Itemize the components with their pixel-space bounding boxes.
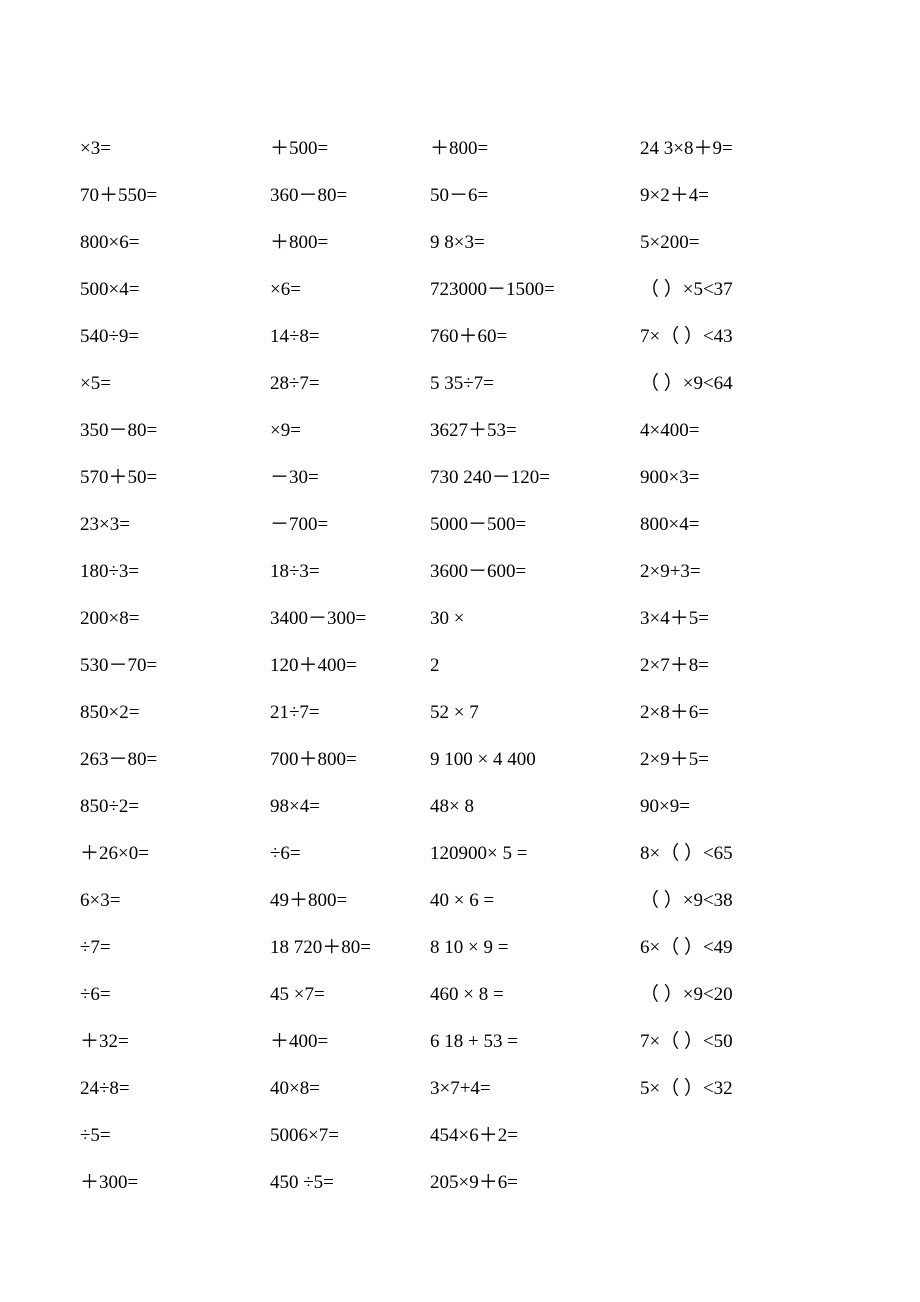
math-worksheet: ×3= 70＋550= 800×6= 500×4= 540÷9= ×5= 350… <box>80 125 840 1222</box>
cell: 450 ÷5= <box>270 1159 430 1206</box>
cell: 205×9＋6= <box>430 1159 630 1206</box>
cell: 530－70= <box>80 642 260 689</box>
cell: 49＋800= <box>270 877 430 924</box>
cell: ×3= <box>80 125 260 172</box>
cell: ÷7= <box>80 924 260 971</box>
cell: －700= <box>270 501 430 548</box>
cell: 40 × 6 = <box>430 877 630 924</box>
cell: 850÷2= <box>80 783 260 830</box>
cell: 18÷3= <box>270 548 430 595</box>
cell: 90×9= <box>640 783 830 830</box>
cell: 570＋50= <box>80 454 260 501</box>
column-3: ＋800= 50－6= 9 8×3= 723000－1500= 760＋60= … <box>430 125 630 1222</box>
cell: 350－80= <box>80 407 260 454</box>
cell: （ ）×9<38 <box>640 877 830 924</box>
cell <box>640 1159 830 1206</box>
cell: 3×7+4= <box>430 1065 630 1112</box>
cell: 24 3×8＋9= <box>640 125 830 172</box>
cell: 7×（ ）<50 <box>640 1018 830 1065</box>
cell: 180÷3= <box>80 548 260 595</box>
cell: 14÷8= <box>270 313 430 360</box>
cell: 800×6= <box>80 219 260 266</box>
cell: 2×9+3= <box>640 548 830 595</box>
cell: 28÷7= <box>270 360 430 407</box>
cell: 3400－300= <box>270 595 430 642</box>
cell: 2 <box>430 642 630 689</box>
cell: 23×3= <box>80 501 260 548</box>
column-1: ×3= 70＋550= 800×6= 500×4= 540÷9= ×5= 350… <box>80 125 260 1222</box>
cell: 9×2＋4= <box>640 172 830 219</box>
cell: 900×3= <box>640 454 830 501</box>
column-2: ＋500= 360－80= ＋800= ×6= 14÷8= 28÷7= ×9= … <box>260 125 430 1222</box>
cell: ×5= <box>80 360 260 407</box>
cell: 2×8＋6= <box>640 689 830 736</box>
cell: （ ）×5<37 <box>640 266 830 313</box>
cell: ＋800= <box>270 219 430 266</box>
cell: 6×（ ）<49 <box>640 924 830 971</box>
cell: 70＋550= <box>80 172 260 219</box>
cell: 120＋400= <box>270 642 430 689</box>
cell: ＋300= <box>80 1159 260 1206</box>
cell: 9 100 × 4 400 <box>430 736 630 783</box>
cell: 48× 8 <box>430 783 630 830</box>
cell: 454×6＋2= <box>430 1112 630 1159</box>
cell: 2×7＋8= <box>640 642 830 689</box>
cell: 200×8= <box>80 595 260 642</box>
cell: 40×8= <box>270 1065 430 1112</box>
cell: 700＋800= <box>270 736 430 783</box>
cell: 3×4＋5= <box>640 595 830 642</box>
cell: 3627＋53= <box>430 407 630 454</box>
cell: 52 × 7 <box>430 689 630 736</box>
cell: ÷6= <box>270 830 430 877</box>
cell: 4×400= <box>640 407 830 454</box>
cell: 730 240－120= <box>430 454 630 501</box>
column-4: 24 3×8＋9= 9×2＋4= 5×200= （ ）×5<37 7×（ ）<4… <box>630 125 830 1222</box>
cell: （ ）×9<64 <box>640 360 830 407</box>
cell: 24÷8= <box>80 1065 260 1112</box>
cell: ＋26×0= <box>80 830 260 877</box>
cell: 850×2= <box>80 689 260 736</box>
cell: 6×3= <box>80 877 260 924</box>
cell: ＋400= <box>270 1018 430 1065</box>
cell: 2×9＋5= <box>640 736 830 783</box>
cell: 5×（ ）<32 <box>640 1065 830 1112</box>
cell: 8 10 × 9 = <box>430 924 630 971</box>
cell: 360－80= <box>270 172 430 219</box>
cell: 98×4= <box>270 783 430 830</box>
cell: 30 × <box>430 595 630 642</box>
cell: 263－80= <box>80 736 260 783</box>
cell <box>640 1112 830 1159</box>
cell: 5006×7= <box>270 1112 430 1159</box>
cell: 6 18 + 53 = <box>430 1018 630 1065</box>
cell: 723000－1500= <box>430 266 630 313</box>
cell: ＋500= <box>270 125 430 172</box>
cell: ÷6= <box>80 971 260 1018</box>
cell: －30= <box>270 454 430 501</box>
cell: 5000－500= <box>430 501 630 548</box>
cell: 760＋60= <box>430 313 630 360</box>
cell: ÷5= <box>80 1112 260 1159</box>
cell: 540÷9= <box>80 313 260 360</box>
cell: 120900× 5 = <box>430 830 630 877</box>
cell: ×9= <box>270 407 430 454</box>
cell: （ ）×9<20 <box>640 971 830 1018</box>
cell: 7×（ ）<43 <box>640 313 830 360</box>
cell: ＋800= <box>430 125 630 172</box>
cell: 8×（ ）<65 <box>640 830 830 877</box>
cell: 21÷7= <box>270 689 430 736</box>
cell: 5 35÷7= <box>430 360 630 407</box>
cell: 460 × 8 = <box>430 971 630 1018</box>
cell: 3600－600= <box>430 548 630 595</box>
cell: 50－6= <box>430 172 630 219</box>
cell: ×6= <box>270 266 430 313</box>
cell: ＋32= <box>80 1018 260 1065</box>
cell: 800×4= <box>640 501 830 548</box>
cell: 9 8×3= <box>430 219 630 266</box>
cell: 5×200= <box>640 219 830 266</box>
cell: 45 ×7= <box>270 971 430 1018</box>
cell: 500×4= <box>80 266 260 313</box>
cell: 18 720＋80= <box>270 924 430 971</box>
